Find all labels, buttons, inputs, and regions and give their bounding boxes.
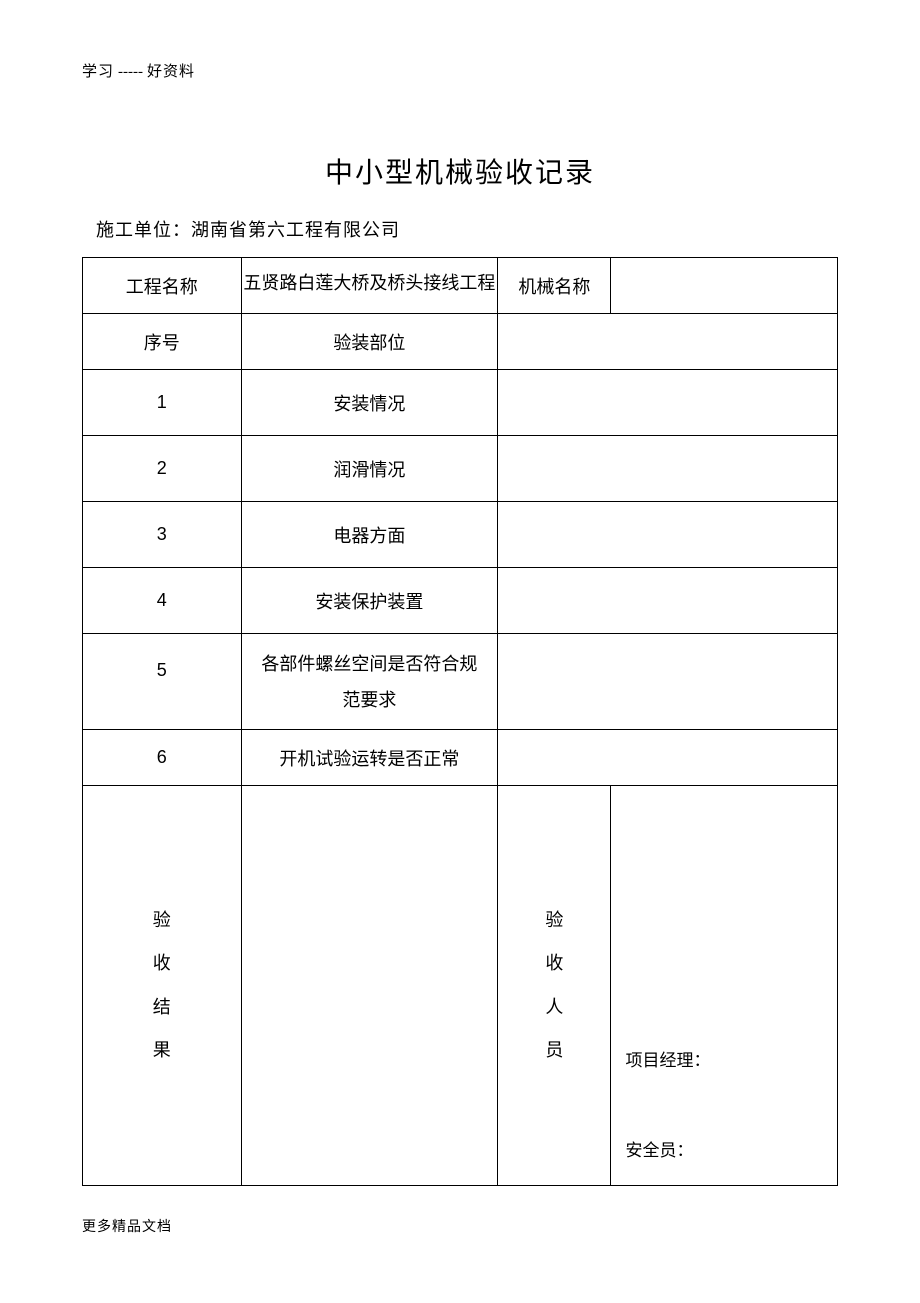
seq-cell: 4 bbox=[83, 568, 242, 634]
item-label: 安装情况 bbox=[241, 370, 498, 436]
person-char: 员 bbox=[545, 1040, 563, 1060]
item-label: 各部件螺丝空间是否符合规 范要求 bbox=[241, 634, 498, 730]
page-footer: 更多精品文档 bbox=[82, 1216, 838, 1236]
table-row: 验 收 结 果 验 收 人 员 项目经理： 安全员： bbox=[83, 786, 838, 1186]
project-name-value: 五贤路白莲大桥及桥头接线工程 bbox=[241, 258, 498, 314]
table-row: 5 各部件螺丝空间是否符合规 范要求 bbox=[83, 634, 838, 730]
seq-cell: 5 bbox=[83, 634, 242, 730]
item-label: 电器方面 bbox=[241, 502, 498, 568]
result-value bbox=[241, 786, 498, 1186]
seq-cell: 2 bbox=[83, 436, 242, 502]
person-char: 收 bbox=[545, 953, 563, 973]
machine-name-value bbox=[611, 258, 838, 314]
table-row: 工程名称 五贤路白莲大桥及桥头接线工程 机械名称 bbox=[83, 258, 838, 314]
construction-unit-value: 湖南省第六工程有限公司 bbox=[191, 220, 400, 240]
item-label: 润滑情况 bbox=[241, 436, 498, 502]
item-value bbox=[498, 502, 838, 568]
project-name-label: 工程名称 bbox=[83, 258, 242, 314]
machine-name-label: 机械名称 bbox=[498, 258, 611, 314]
inspection-table: 工程名称 五贤路白莲大桥及桥头接线工程 机械名称 序号 验装部位 1 安装情况 … bbox=[82, 257, 838, 1186]
person-char: 验 bbox=[545, 910, 563, 930]
item-label: 开机试验运转是否正常 bbox=[241, 730, 498, 786]
item-label-line2: 范要求 bbox=[342, 690, 396, 710]
table-row: 2 润滑情况 bbox=[83, 436, 838, 502]
construction-unit-label: 施工单位： bbox=[96, 220, 191, 240]
seq-header: 序号 bbox=[83, 314, 242, 370]
seq-cell: 1 bbox=[83, 370, 242, 436]
item-value bbox=[498, 568, 838, 634]
result-char: 收 bbox=[153, 953, 171, 973]
result-char: 果 bbox=[153, 1040, 171, 1060]
seq-cell: 6 bbox=[83, 730, 242, 786]
table-row: 4 安装保护装置 bbox=[83, 568, 838, 634]
page-header: 学习-----好资料 bbox=[82, 60, 838, 81]
construction-unit: 施工单位：湖南省第六工程有限公司 bbox=[96, 216, 838, 242]
personnel-label: 验 收 人 员 bbox=[498, 786, 611, 1186]
item-value bbox=[498, 634, 838, 730]
header-right: 好资料 bbox=[147, 64, 195, 80]
item-label: 安装保护装置 bbox=[241, 568, 498, 634]
item-label-line1: 各部件螺丝空间是否符合规 bbox=[261, 654, 477, 674]
table-row: 序号 验装部位 bbox=[83, 314, 838, 370]
table-row: 1 安装情况 bbox=[83, 370, 838, 436]
table-row: 3 电器方面 bbox=[83, 502, 838, 568]
header-sep: ----- bbox=[118, 64, 143, 80]
safety-officer-label: 安全员： bbox=[625, 1136, 693, 1161]
project-manager-label: 项目经理： bbox=[625, 1046, 710, 1071]
seq-cell: 3 bbox=[83, 502, 242, 568]
item-value bbox=[498, 370, 838, 436]
table-row: 6 开机试验运转是否正常 bbox=[83, 730, 838, 786]
item-value bbox=[498, 730, 838, 786]
part-header: 验装部位 bbox=[241, 314, 498, 370]
document-title: 中小型机械验收记录 bbox=[82, 151, 838, 191]
header-left: 学习 bbox=[82, 64, 114, 80]
signature-cell: 项目经理： 安全员： bbox=[611, 786, 838, 1186]
item-value bbox=[498, 436, 838, 502]
result-char: 验 bbox=[153, 910, 171, 930]
result-label: 验 收 结 果 bbox=[83, 786, 242, 1186]
person-char: 人 bbox=[545, 997, 563, 1017]
status-header bbox=[498, 314, 838, 370]
result-char: 结 bbox=[153, 997, 171, 1017]
